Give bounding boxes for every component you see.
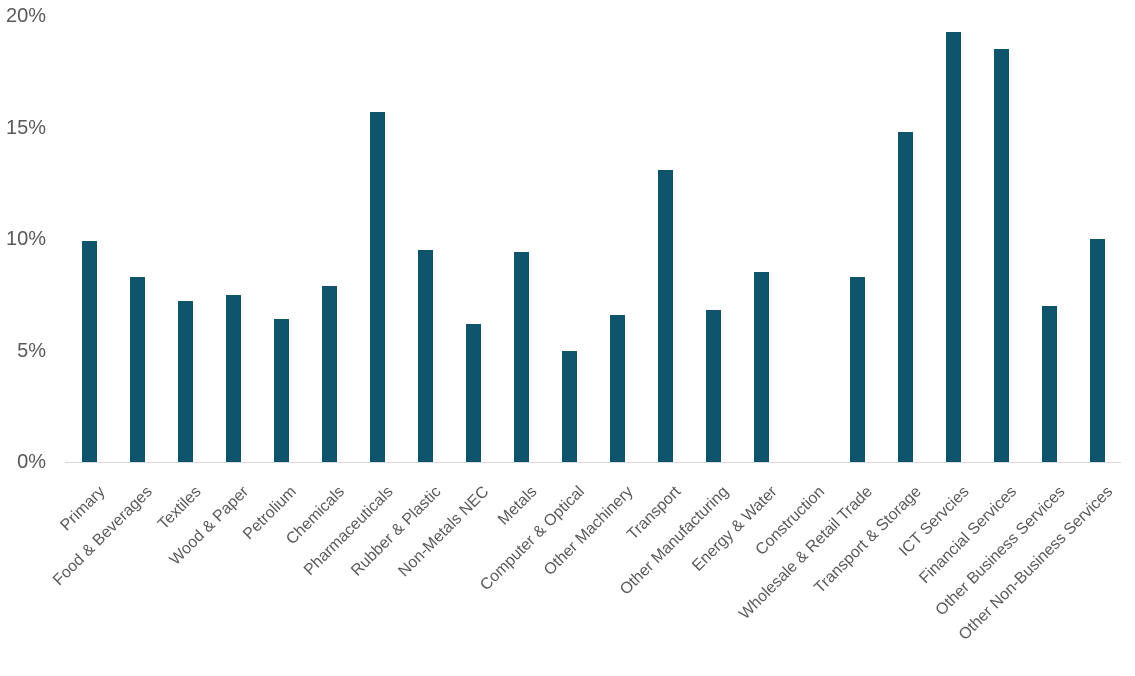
bar [657,169,673,462]
y-tick-label: 10% [5,228,46,250]
y-tick-label: 15% [5,116,46,139]
bar [273,319,289,462]
bar [1041,305,1057,462]
bar [945,31,961,462]
x-axis-label: Metals [494,483,541,529]
bar [513,252,529,462]
bar [129,276,145,462]
bar [897,131,913,462]
y-tick-label: 0% [17,451,46,473]
bar [993,49,1009,462]
bar [465,323,481,462]
y-tick-label: 20% [5,5,46,27]
x-axis-label: Energy & Water [688,483,781,575]
bar [753,272,769,462]
x-axis-label: Non-Metals NEC [395,483,493,581]
bar [177,301,193,462]
bar [321,285,337,462]
bar [849,276,865,462]
bar [81,241,97,462]
bar [609,314,625,462]
bar [369,111,385,462]
bar [705,310,721,462]
y-tick-label: 5% [17,339,46,362]
bar [225,294,241,462]
bar [561,350,577,462]
x-axis-line [65,462,1121,463]
x-axis-label: Other Machinery [540,483,637,579]
bar [1089,239,1105,462]
bar [417,250,433,462]
